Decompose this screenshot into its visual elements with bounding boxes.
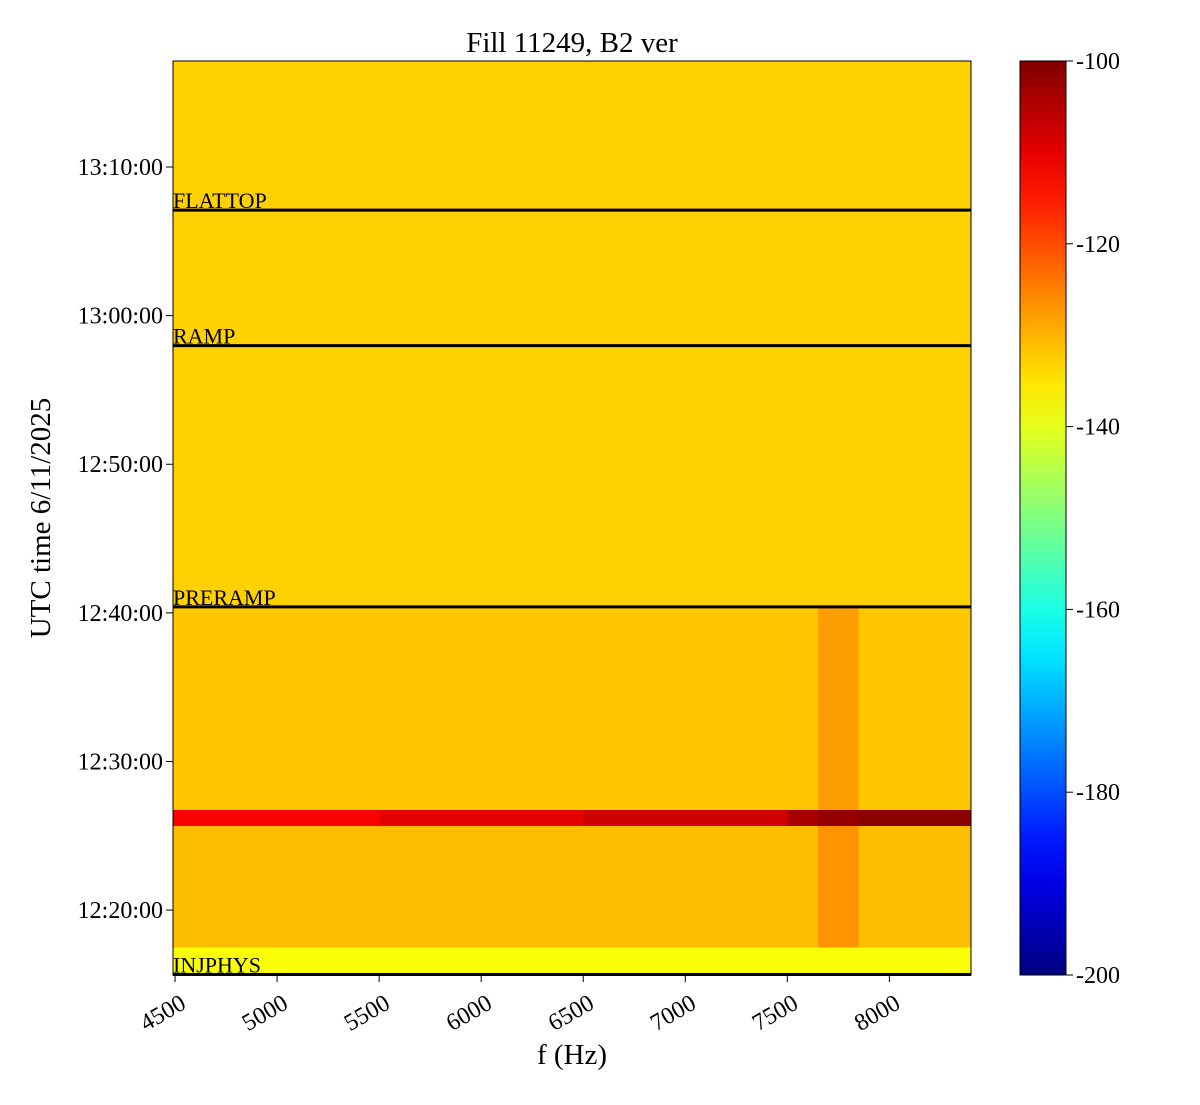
y-tick-label: 13:10:00: [78, 155, 163, 181]
x-tick-label: 4500: [136, 990, 191, 1037]
heatmap-cell: [787, 826, 818, 948]
heatmap-cell: [817, 61, 859, 607]
heatmap-cell: [817, 826, 859, 948]
heatmap-cell: [787, 61, 818, 607]
colorbar-tick-label: -100: [1076, 49, 1120, 75]
y-tick-label: 12:40:00: [78, 601, 163, 627]
heatmap-cell: [583, 810, 788, 827]
heatmap-cell: [858, 810, 971, 827]
y-axis-label: UTC time 6/11/2025: [25, 398, 57, 639]
x-tick-label: 6500: [544, 990, 599, 1037]
colorbar-tick-label: -200: [1076, 963, 1120, 989]
heatmap-cell: [858, 61, 971, 607]
colorbar-tick-label: -160: [1076, 597, 1120, 623]
heatmap-cell: [858, 947, 971, 975]
heatmap-cell: [787, 947, 818, 975]
colorbar: [1019, 60, 1067, 976]
heatmap-cell: [173, 810, 380, 827]
x-tick-label: 5000: [238, 990, 293, 1037]
heatmap-cell: [787, 606, 818, 811]
event-label: FLATTOP: [173, 188, 267, 213]
event-label: PRERAMP: [173, 585, 276, 610]
heatmap-cell: [817, 810, 859, 827]
x-axis-label: f (Hz): [537, 1039, 607, 1071]
heatmap-cell: [379, 826, 584, 948]
heatmap-cell: [858, 826, 971, 948]
heatmap-cell: [173, 947, 380, 975]
heatmap-cell: [379, 606, 584, 811]
heatmap-cell: [583, 947, 788, 975]
heatmap-cell: [858, 606, 971, 811]
colorbar-tick-label: -120: [1076, 232, 1120, 258]
event-label: INJPHYS: [173, 953, 261, 978]
chart-title: Fill 11249, B2 ver: [466, 27, 678, 59]
y-tick-label: 12:30:00: [78, 749, 163, 775]
x-tick-label: 7500: [748, 990, 803, 1037]
heatmap-cell: [583, 61, 788, 607]
heatmap-cell: [787, 810, 818, 827]
plot-frame: [172, 60, 972, 976]
heatmap-cell: [817, 606, 859, 811]
x-tick-label: 6000: [442, 990, 497, 1037]
y-tick-label: 13:00:00: [78, 304, 163, 330]
event-label: RAMP: [173, 324, 235, 349]
heatmap-cell: [379, 947, 584, 975]
x-tick-label: 5500: [340, 990, 395, 1037]
x-tick-label: 8000: [850, 990, 905, 1037]
y-tick-label: 12:50:00: [78, 452, 163, 478]
heatmap-cell: [173, 606, 380, 811]
y-tick-label: 12:20:00: [78, 898, 163, 924]
heatmap-cell: [583, 826, 788, 948]
heatmap-cell: [379, 61, 584, 607]
heatmap-cell: [379, 810, 584, 827]
heatmap-cell: [817, 947, 859, 975]
colorbar-tick-label: -140: [1076, 415, 1120, 441]
heatmap-cell: [173, 826, 380, 948]
heatmap-cell: [583, 606, 788, 811]
heatmap-cell: [173, 61, 380, 607]
colorbar-tick-label: -180: [1076, 780, 1120, 806]
x-tick-label: 7000: [646, 990, 701, 1037]
